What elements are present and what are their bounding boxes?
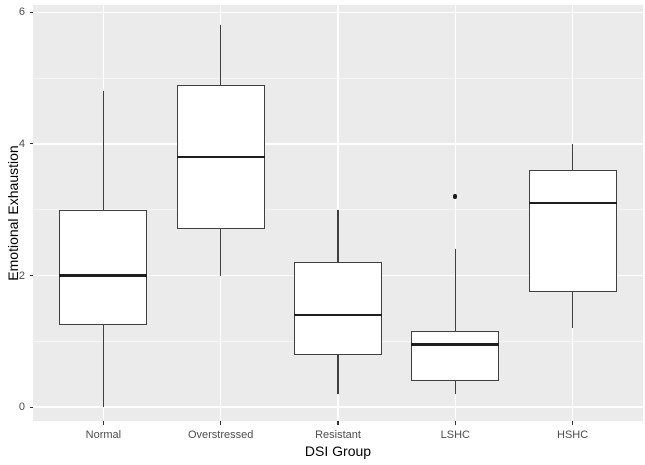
y-tick-label: 2 <box>18 269 25 282</box>
whisker-lower <box>102 324 105 408</box>
whisker-lower <box>337 354 339 394</box>
whisker-lower <box>219 229 222 276</box>
y-axis-title: Emotional Exhaustion <box>5 145 21 281</box>
median-line <box>411 343 500 346</box>
x-tick-mark <box>220 421 222 425</box>
x-tick-label: Normal <box>85 429 122 441</box>
whisker-lower <box>571 291 574 329</box>
box-normal <box>59 209 148 325</box>
y-tick-label: 4 <box>18 137 25 150</box>
y-tick-mark <box>29 406 33 408</box>
x-tick-label: HSHC <box>557 429 589 441</box>
y-tick-mark <box>29 143 33 145</box>
x-axis-title: DSI Group <box>304 443 372 459</box>
x-tick-mark <box>337 421 339 425</box>
whisker-upper <box>219 25 222 85</box>
median-line <box>59 274 148 277</box>
box-resistant <box>294 262 382 355</box>
x-tick-mark <box>102 421 104 425</box>
median-line <box>176 155 265 159</box>
y-tick-mark <box>29 11 33 13</box>
plot-panel <box>33 5 643 421</box>
gridline-vertical <box>454 5 456 421</box>
box-hshc <box>528 170 617 292</box>
x-tick-label: Resistant <box>315 429 361 441</box>
x-tick-mark <box>572 421 574 425</box>
x-tick-label: LSHC <box>440 429 470 441</box>
median-line <box>294 313 382 317</box>
y-tick-mark <box>29 274 33 277</box>
y-tick-label: 6 <box>18 6 25 19</box>
whisker-upper <box>102 91 105 210</box>
box-lshc <box>411 331 500 381</box>
whisker-upper <box>337 209 339 263</box>
y-tick-label: 0 <box>18 401 25 414</box>
x-tick-mark <box>454 421 456 425</box>
whisker-upper <box>454 249 457 332</box>
median-line <box>528 201 617 205</box>
x-tick-label: Overstressed <box>187 429 254 441</box>
outlier-point <box>453 194 458 199</box>
whisker-lower <box>454 380 457 394</box>
whisker-upper <box>571 143 574 171</box>
